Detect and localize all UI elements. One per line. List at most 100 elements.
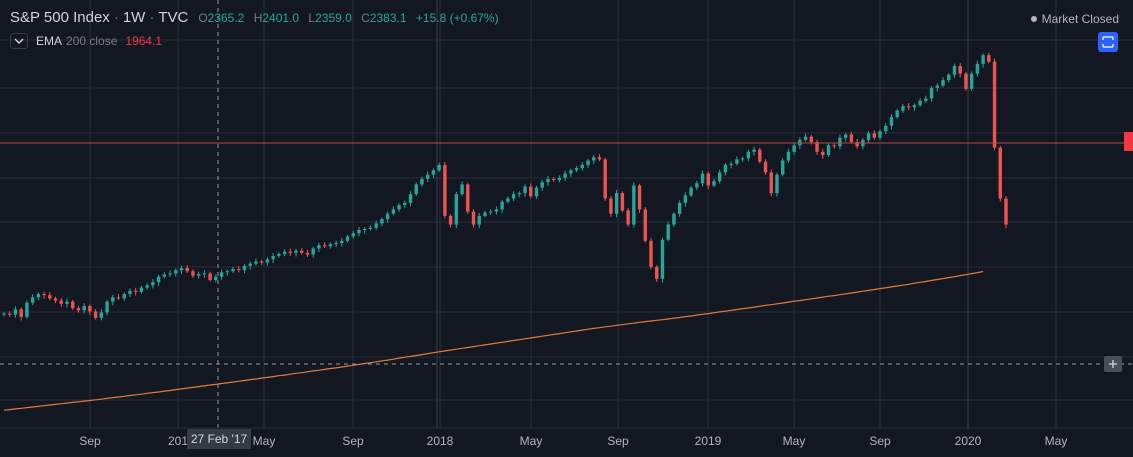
candle-body [448,215,453,225]
candle-body [42,294,46,296]
x-tick-label: Sep [79,434,101,448]
indicator-legend[interactable]: EMA 200 close 1964.1 [10,33,162,49]
add-alert-button[interactable] [1104,356,1122,372]
candle-body [466,184,470,212]
symbol-legend[interactable]: S&P 500 Index · 1W · TVC O2365.2 H2401.0… [10,9,499,26]
candle-body [609,198,613,214]
candle-body [603,159,607,199]
candle-body [300,250,304,253]
candle-body [420,178,424,185]
candle-body [969,73,974,89]
candle-body [849,134,854,143]
candle-body [735,159,739,164]
candle-body [30,297,35,303]
candle-body [511,194,516,199]
candle-body [929,87,934,99]
candle-body [111,297,115,302]
candle-body [878,131,882,138]
collapse-legend-button[interactable] [10,33,28,49]
market-status-text: Market Closed [1041,12,1119,26]
candle-body [551,178,556,181]
candle-body [643,209,647,241]
symbol-name[interactable]: S&P 500 Index [10,9,110,26]
x-tick-label: 2020 [955,434,982,448]
auto-scale-button[interactable] [1098,32,1118,52]
candle-body [975,63,980,74]
candle-body [191,271,195,276]
x-tick-label: May [783,434,806,448]
candle-body [219,272,224,277]
x-tick-label: Sep [607,434,629,448]
candle-body [981,55,985,64]
exchange-label: TVC [158,9,189,26]
candle-body [586,160,590,165]
candle-body [53,298,58,301]
candle-body [620,193,625,211]
candle-body [437,165,441,171]
candle-body [924,98,928,101]
candle-body [179,268,184,271]
indicator-name[interactable]: EMA [36,34,63,48]
candle-body [185,268,189,272]
x-tick-label: May [253,434,276,448]
candle-body [683,195,688,203]
candle-body [242,265,247,271]
candle-body [660,239,665,279]
x-tick-label: Sep [869,434,891,448]
ema-200-line [3,270,984,411]
candle-body [672,213,676,225]
candle-body [964,73,968,89]
legend-separator: · [149,9,155,26]
last-price-marker [1124,132,1133,151]
candle-body [2,313,6,315]
candle-body [826,145,831,156]
candle-body [935,85,939,88]
candle-body [786,151,791,161]
candle-body [746,151,751,159]
candle-body [666,224,670,240]
interval-label[interactable]: 1W [122,9,146,26]
candle-body [775,174,779,194]
crosshair-date-label: 27 Feb '17 [187,429,251,449]
candle-body [700,173,705,184]
candle-body [122,294,126,299]
candle-body [248,263,252,266]
candle-body [368,227,373,229]
candle-body [36,294,41,298]
candle-body [403,202,407,206]
candle-body [952,66,957,75]
candle-body [506,198,510,202]
candle-body [48,295,52,299]
candle-body [139,287,144,292]
candle-body [174,270,178,274]
candle-body [99,312,104,318]
candle-body [906,106,911,108]
candle-body [259,261,264,263]
x-tick-label: 2019 [695,434,722,448]
candle-body [88,306,92,312]
x-tick-label: Sep [342,434,364,448]
candles [2,52,1008,321]
candle-body [534,187,539,197]
candle-body [454,194,459,225]
candle-body [156,276,161,283]
candle-body [345,236,350,241]
candle-body [758,149,762,162]
x-tick-label: May [520,434,543,448]
candle-body [71,301,75,309]
candle-body [162,274,167,277]
candle-body [866,133,871,140]
candle-body [317,245,321,249]
candle-body [540,182,544,188]
candle-body [843,134,848,138]
candle-body [385,213,390,220]
candle-body [569,170,573,174]
candle-body [196,274,201,276]
chevron-down-icon [14,38,24,44]
candle-body [637,185,642,210]
candle-body [8,313,12,315]
candle-body [294,250,298,253]
high-label: H [253,10,263,25]
candle-body [729,163,733,165]
